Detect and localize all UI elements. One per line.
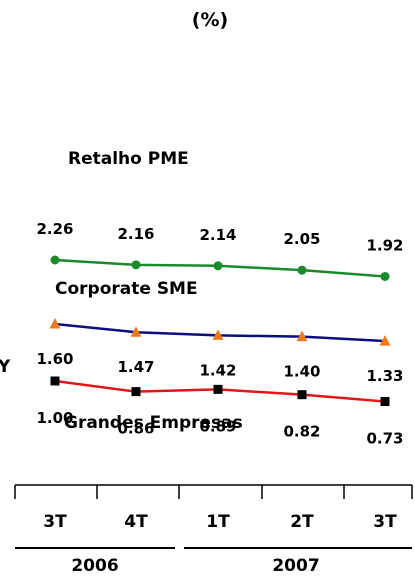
data-label-corporate-sme-4: 1.33 xyxy=(366,367,403,385)
series-point-retalho-pme-4 xyxy=(380,271,390,281)
series-point-grandes-empresas-2 xyxy=(213,384,223,394)
series-point-grandes-empresas-4 xyxy=(380,397,390,407)
data-label-retalho-pme-3: 2.05 xyxy=(283,230,320,248)
data-label-retalho-pme-2: 2.14 xyxy=(199,226,236,244)
x-tick-label-2: 1T xyxy=(206,512,230,532)
year-group-label-2006: 2006 xyxy=(71,556,118,576)
data-label-grandes-empresas-4: 0.73 xyxy=(366,430,403,448)
series-point-corporate-sme-3 xyxy=(296,330,308,342)
series-point-corporate-sme-4 xyxy=(379,335,391,346)
x-tick-label-0: 3T xyxy=(43,512,67,532)
y-axis-glyph: Y xyxy=(0,357,11,377)
series-point-corporate-sme-2 xyxy=(212,329,224,340)
chart-title: (%) xyxy=(192,9,228,31)
data-label-retalho-pme-0: 2.26 xyxy=(36,220,73,238)
data-label-grandes-empresas-2: 0.89 xyxy=(199,417,236,435)
series-point-retalho-pme-3 xyxy=(297,265,307,275)
x-tick-label-4: 3T xyxy=(373,512,397,532)
series-layer: 2.26 2.16 2.14 2.05 1.92 1.60 1.47 1.42 1.40 1.33… xyxy=(36,220,403,448)
series-point-retalho-pme-0 xyxy=(50,255,60,265)
data-label-grandes-empresas-1: 0.86 xyxy=(117,420,154,438)
data-label-corporate-sme-1: 1.47 xyxy=(117,358,154,376)
year-group-label-2007: 2007 xyxy=(272,556,319,576)
series-point-corporate-sme-0 xyxy=(49,318,61,329)
data-label-corporate-sme-0: 1.60 xyxy=(36,350,73,368)
series-point-retalho-pme-2 xyxy=(213,261,223,271)
data-label-corporate-sme-3: 1.40 xyxy=(283,363,320,381)
series-point-grandes-empresas-1 xyxy=(131,387,141,397)
x-axis: 3T 4T 1T 2T 3T 2006 2007 xyxy=(14,484,413,576)
series-name-retalho-pme: Retalho PME xyxy=(68,149,189,169)
data-label-grandes-empresas-3: 0.82 xyxy=(283,423,320,441)
data-label-retalho-pme-1: 2.16 xyxy=(117,225,154,243)
x-tick-label-1: 4T xyxy=(124,512,148,532)
series-point-grandes-empresas-0 xyxy=(50,376,60,386)
x-tick-label-3: 2T xyxy=(290,512,314,532)
series-point-grandes-empresas-3 xyxy=(297,390,307,400)
series-name-corporate-sme: Corporate SME xyxy=(55,279,198,299)
data-label-grandes-empresas-0: 1.00 xyxy=(36,409,73,427)
series-point-retalho-pme-1 xyxy=(131,260,141,270)
data-label-corporate-sme-2: 1.42 xyxy=(199,361,236,379)
series-name-grandes-empresas: Grandes Empresas xyxy=(64,413,243,433)
data-label-retalho-pme-4: 1.92 xyxy=(366,236,403,254)
series-point-corporate-sme-1 xyxy=(130,326,142,337)
